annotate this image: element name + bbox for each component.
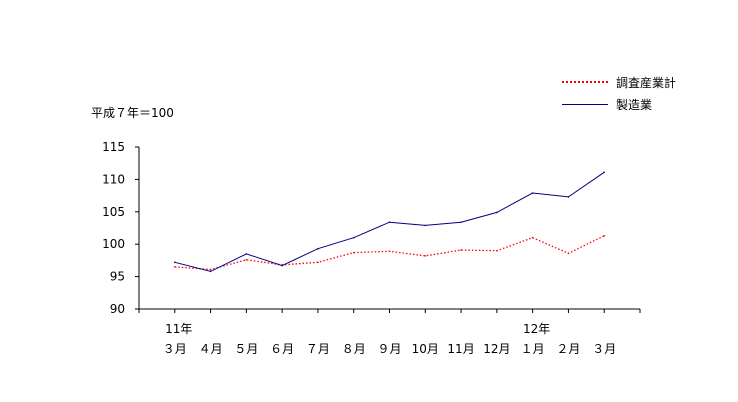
x-tick-label: ６月	[270, 342, 294, 356]
y-tick-label: 95	[110, 270, 125, 284]
data-point	[388, 221, 391, 223]
data-point	[352, 251, 355, 254]
unit-label: 平成７年＝100	[91, 106, 174, 120]
data-point	[209, 268, 212, 271]
x-tick-label: ４月	[199, 342, 223, 356]
data-point	[173, 266, 176, 268]
data-point	[603, 234, 606, 237]
data-point	[603, 171, 606, 174]
legend-label: 製造業	[616, 97, 653, 112]
y-tick-label: 100	[102, 237, 125, 251]
data-point	[567, 252, 570, 255]
x-tick-label: ２月	[556, 342, 580, 356]
legend-swatch-solid	[562, 103, 608, 105]
legend-item-all-industries: 調査産業計	[562, 71, 676, 93]
year-label: 12年	[523, 322, 550, 336]
data-point	[173, 261, 176, 264]
data-point	[317, 261, 319, 264]
x-tick-label: ７月	[306, 342, 330, 356]
data-point	[424, 255, 427, 257]
data-point	[460, 249, 462, 251]
series-line-all-industries	[174, 235, 605, 271]
legend: 調査産業計 製造業	[562, 71, 676, 115]
y-tick-label: 105	[102, 205, 125, 219]
data-point	[245, 253, 248, 255]
data-point	[281, 264, 283, 267]
data-point	[209, 270, 212, 273]
x-tick-label: ３月	[163, 342, 187, 356]
data-point	[424, 224, 427, 227]
legend-swatch-dotted	[562, 81, 608, 83]
data-point	[531, 236, 534, 239]
y-tick-label: 115	[102, 140, 125, 154]
data-point	[388, 250, 391, 253]
x-tick-label: ３月	[592, 342, 616, 356]
x-tick-label: ９月	[377, 342, 401, 356]
y-tick-label: 90	[110, 302, 125, 316]
x-tick-label: 12月	[483, 342, 510, 356]
x-tick-label: １月	[521, 342, 545, 356]
data-point	[317, 247, 319, 250]
legend-item-manufacturing: 製造業	[562, 93, 676, 115]
legend-label: 調査産業計	[616, 75, 677, 90]
data-point	[352, 236, 355, 239]
x-tick-label: 11月	[447, 342, 474, 356]
y-tick-label: 110	[102, 172, 125, 186]
data-point	[460, 221, 462, 223]
data-point	[567, 196, 570, 198]
x-tick-label: 10月	[412, 342, 439, 356]
data-point	[245, 258, 248, 261]
x-tick-label: ８月	[342, 342, 366, 356]
data-point	[496, 249, 498, 252]
data-point	[496, 211, 498, 214]
data-point	[531, 192, 534, 194]
year-label: 11年	[165, 322, 192, 336]
x-tick-label: ５月	[234, 342, 258, 356]
